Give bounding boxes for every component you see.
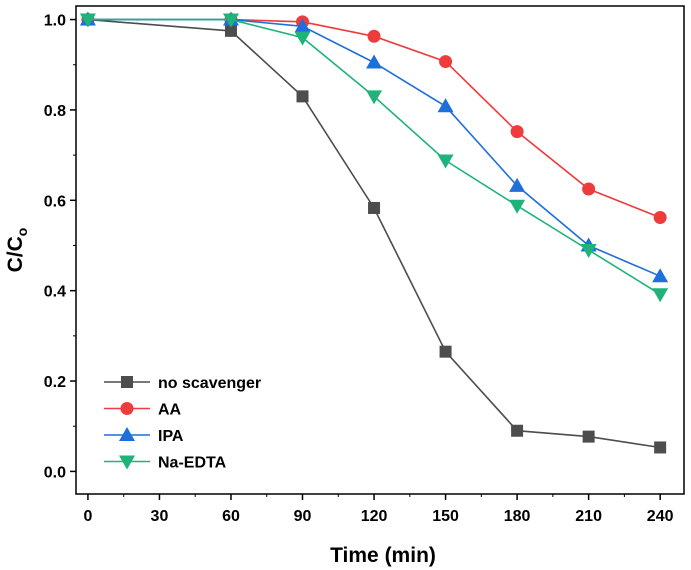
x-tick-label: 150 <box>432 508 459 525</box>
data-point-aa <box>653 210 667 224</box>
legend-marker <box>119 427 135 441</box>
x-tick-label: 30 <box>151 508 169 525</box>
data-point-ipa <box>652 268 669 283</box>
legend-marker <box>121 376 133 388</box>
legend-item-aa: AA <box>104 402 182 419</box>
x-tick-label: 240 <box>647 508 674 525</box>
data-point-no-scavenger <box>439 345 452 358</box>
y-tick-label: 0.4 <box>44 284 66 301</box>
legend-marker <box>120 402 134 415</box>
data-point-aa <box>510 125 524 139</box>
legend-item-na-edta: Na-EDTA <box>104 455 227 472</box>
series-layer <box>79 11 669 454</box>
legend-label: IPA <box>158 428 184 445</box>
data-point-aa <box>439 55 453 69</box>
data-point-ipa <box>509 177 526 192</box>
y-tick-label: 0.2 <box>44 374 66 391</box>
data-point-no-scavenger <box>654 441 667 454</box>
series-na-edta <box>79 13 669 303</box>
x-tick-label: 0 <box>83 508 92 525</box>
y-axis-ticks: 0.0 0.2 0.4 0.6 0.8 1.0 <box>44 13 76 481</box>
x-axis-title: Time (min) <box>330 544 436 567</box>
x-tick-label: 210 <box>575 508 602 525</box>
legend-label: Na-EDTA <box>158 455 227 472</box>
series-ipa <box>79 11 669 283</box>
x-axis-ticks: 0 30 60 90 120 150 180 210 240 <box>83 494 674 525</box>
series-line-aa <box>87 18 661 219</box>
legend-label: AA <box>158 402 182 419</box>
data-point-na-edta <box>79 13 96 28</box>
data-point-ipa <box>294 18 311 33</box>
legend-marker <box>119 455 135 470</box>
legend-label: no scavenger <box>158 375 261 392</box>
data-point-no-scavenger <box>296 90 309 103</box>
x-tick-label: 60 <box>222 508 240 525</box>
data-point-aa <box>367 29 381 43</box>
data-point-no-scavenger <box>511 424 524 437</box>
y-tick-label: 1.0 <box>44 13 66 30</box>
series-line-na-edta <box>87 18 661 295</box>
y-axis-title-subscript: o <box>14 228 30 237</box>
data-point-na-edta <box>366 90 383 105</box>
y-axis-title: C/Co <box>4 228 30 273</box>
data-point-na-edta <box>509 199 526 214</box>
data-point-aa <box>582 182 596 196</box>
y-tick-label: 0.8 <box>44 103 66 120</box>
data-point-na-edta <box>294 31 311 46</box>
data-point-ipa <box>437 98 454 113</box>
plot-frame <box>75 5 685 495</box>
data-point-no-scavenger <box>224 24 237 37</box>
data-point-na-edta <box>580 244 597 258</box>
series-line-no-scavenger <box>87 18 661 449</box>
legend-item-ipa: IPA <box>104 427 184 445</box>
legend-item-no-scavenger: no scavenger <box>104 375 261 392</box>
data-point-na-edta <box>437 154 454 169</box>
y-axis-title-main: C/C <box>4 236 27 272</box>
data-point-na-edta <box>652 288 669 303</box>
x-tick-label: 120 <box>361 508 388 525</box>
data-point-ipa <box>366 54 383 69</box>
x-tick-label: 90 <box>294 508 312 525</box>
data-point-no-scavenger <box>368 201 381 214</box>
x-tick-label: 180 <box>504 508 531 525</box>
y-tick-label: 0.6 <box>44 193 66 210</box>
legend: no scavenger AA IPA Na-EDTA <box>104 375 261 472</box>
series-line-ipa <box>87 18 661 277</box>
y-tick-label: 0.0 <box>44 464 66 481</box>
data-point-na-edta <box>222 13 239 28</box>
series-aa <box>81 13 667 224</box>
data-point-no-scavenger <box>582 430 595 443</box>
